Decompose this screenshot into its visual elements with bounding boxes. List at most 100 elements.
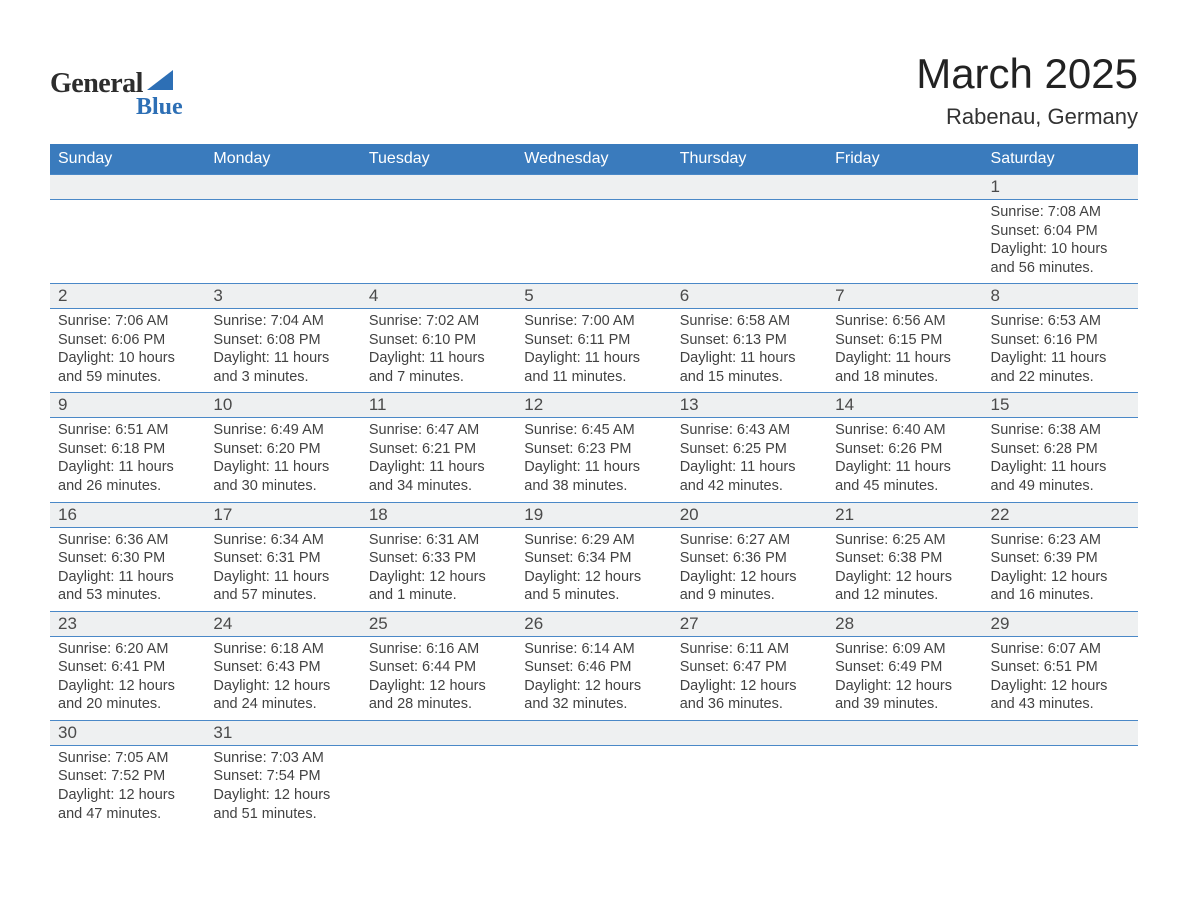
daylight-value: Daylight: 12 hours and 12 minutes. [835,568,974,605]
daydata-row: Sunrise: 6:51 AMSunset: 6:18 PMDaylight:… [50,418,1138,502]
sunset-value: Sunset: 6:51 PM [991,658,1130,677]
day-data-cell [361,745,516,829]
day-data-cell: Sunrise: 6:23 AMSunset: 6:39 PMDaylight:… [983,527,1138,611]
sunset-value: Sunset: 6:26 PM [835,440,974,459]
calendar-container: General Blue March 2025 Rabenau, Germany… [50,50,1138,829]
daydata-row: Sunrise: 7:05 AMSunset: 7:52 PMDaylight:… [50,745,1138,829]
sunrise-value: Sunrise: 7:08 AM [991,203,1130,222]
day-number-cell: 11 [361,393,516,418]
day-data-cell: Sunrise: 6:31 AMSunset: 6:33 PMDaylight:… [361,527,516,611]
day-data-cell [516,200,671,284]
logo: General Blue [50,68,183,121]
daylight-value: Daylight: 11 hours and 30 minutes. [213,458,352,495]
day-data-cell: Sunrise: 6:36 AMSunset: 6:30 PMDaylight:… [50,527,205,611]
sunrise-value: Sunrise: 6:34 AM [213,531,352,550]
day-number-cell: 5 [516,284,671,309]
sunset-value: Sunset: 6:10 PM [369,331,508,350]
day-data-cell: Sunrise: 6:25 AMSunset: 6:38 PMDaylight:… [827,527,982,611]
sunrise-value: Sunrise: 6:31 AM [369,531,508,550]
sunset-value: Sunset: 6:11 PM [524,331,663,350]
day-data-cell: Sunrise: 7:04 AMSunset: 6:08 PMDaylight:… [205,309,360,393]
day-number-cell: 18 [361,502,516,527]
sunrise-value: Sunrise: 7:00 AM [524,312,663,331]
daylight-value: Daylight: 11 hours and 34 minutes. [369,458,508,495]
sunrise-value: Sunrise: 6:45 AM [524,421,663,440]
weekday-header: Saturday [983,144,1138,175]
day-data-cell: Sunrise: 7:08 AMSunset: 6:04 PMDaylight:… [983,200,1138,284]
day-number-cell: 10 [205,393,360,418]
day-number-cell [672,720,827,745]
day-data-cell: Sunrise: 6:29 AMSunset: 6:34 PMDaylight:… [516,527,671,611]
daynum-row: 16171819202122 [50,502,1138,527]
sunset-value: Sunset: 6:30 PM [58,549,197,568]
weekday-header: Thursday [672,144,827,175]
sunset-value: Sunset: 6:23 PM [524,440,663,459]
day-number-cell: 2 [50,284,205,309]
sunset-value: Sunset: 6:34 PM [524,549,663,568]
sunset-value: Sunset: 6:43 PM [213,658,352,677]
sunrise-value: Sunrise: 6:20 AM [58,640,197,659]
daylight-value: Daylight: 11 hours and 42 minutes. [680,458,819,495]
day-number-cell: 12 [516,393,671,418]
sunrise-value: Sunrise: 7:03 AM [213,749,352,768]
daydata-row: Sunrise: 6:20 AMSunset: 6:41 PMDaylight:… [50,636,1138,720]
daydata-row: Sunrise: 7:06 AMSunset: 6:06 PMDaylight:… [50,309,1138,393]
sunrise-value: Sunrise: 6:58 AM [680,312,819,331]
daynum-row: 1 [50,175,1138,200]
day-data-cell: Sunrise: 6:40 AMSunset: 6:26 PMDaylight:… [827,418,982,502]
day-number-cell: 20 [672,502,827,527]
day-number-cell: 1 [983,175,1138,200]
daylight-value: Daylight: 12 hours and 24 minutes. [213,677,352,714]
weekday-header: Wednesday [516,144,671,175]
daylight-value: Daylight: 11 hours and 38 minutes. [524,458,663,495]
day-data-cell: Sunrise: 6:27 AMSunset: 6:36 PMDaylight:… [672,527,827,611]
weekday-header: Friday [827,144,982,175]
daylight-value: Daylight: 12 hours and 16 minutes. [991,568,1130,605]
day-number-cell [983,720,1138,745]
weekday-header-row: SundayMondayTuesdayWednesdayThursdayFrid… [50,144,1138,175]
sunset-value: Sunset: 6:41 PM [58,658,197,677]
day-data-cell: Sunrise: 7:05 AMSunset: 7:52 PMDaylight:… [50,745,205,829]
daylight-value: Daylight: 12 hours and 5 minutes. [524,568,663,605]
day-data-cell: Sunrise: 7:02 AMSunset: 6:10 PMDaylight:… [361,309,516,393]
sunset-value: Sunset: 6:06 PM [58,331,197,350]
daylight-value: Daylight: 10 hours and 59 minutes. [58,349,197,386]
sunrise-value: Sunrise: 6:51 AM [58,421,197,440]
day-number-cell: 19 [516,502,671,527]
day-data-cell: Sunrise: 6:47 AMSunset: 6:21 PMDaylight:… [361,418,516,502]
day-number-cell: 4 [361,284,516,309]
day-number-cell: 14 [827,393,982,418]
calendar-table: SundayMondayTuesdayWednesdayThursdayFrid… [50,144,1138,829]
weekday-header: Monday [205,144,360,175]
sunrise-value: Sunrise: 7:04 AM [213,312,352,331]
day-number-cell [205,175,360,200]
daylight-value: Daylight: 11 hours and 26 minutes. [58,458,197,495]
day-number-cell: 25 [361,611,516,636]
sunset-value: Sunset: 6:08 PM [213,331,352,350]
day-data-cell: Sunrise: 6:58 AMSunset: 6:13 PMDaylight:… [672,309,827,393]
day-data-cell: Sunrise: 6:38 AMSunset: 6:28 PMDaylight:… [983,418,1138,502]
daylight-value: Daylight: 11 hours and 7 minutes. [369,349,508,386]
sunset-value: Sunset: 7:52 PM [58,767,197,786]
day-number-cell: 29 [983,611,1138,636]
day-data-cell: Sunrise: 6:49 AMSunset: 6:20 PMDaylight:… [205,418,360,502]
sunrise-value: Sunrise: 6:09 AM [835,640,974,659]
daylight-value: Daylight: 11 hours and 22 minutes. [991,349,1130,386]
daynum-row: 23242526272829 [50,611,1138,636]
logo-word2: Blue [136,94,183,121]
daylight-value: Daylight: 11 hours and 3 minutes. [213,349,352,386]
day-number-cell [361,175,516,200]
sunrise-value: Sunrise: 6:29 AM [524,531,663,550]
sunset-value: Sunset: 6:04 PM [991,222,1130,241]
sunrise-value: Sunrise: 6:27 AM [680,531,819,550]
location: Rabenau, Germany [916,104,1138,130]
day-data-cell [361,200,516,284]
day-number-cell [516,175,671,200]
day-number-cell: 30 [50,720,205,745]
daylight-value: Daylight: 12 hours and 1 minute. [369,568,508,605]
daylight-value: Daylight: 12 hours and 51 minutes. [213,786,352,823]
sunrise-value: Sunrise: 6:25 AM [835,531,974,550]
day-data-cell: Sunrise: 7:03 AMSunset: 7:54 PMDaylight:… [205,745,360,829]
day-data-cell [516,745,671,829]
daylight-value: Daylight: 12 hours and 20 minutes. [58,677,197,714]
